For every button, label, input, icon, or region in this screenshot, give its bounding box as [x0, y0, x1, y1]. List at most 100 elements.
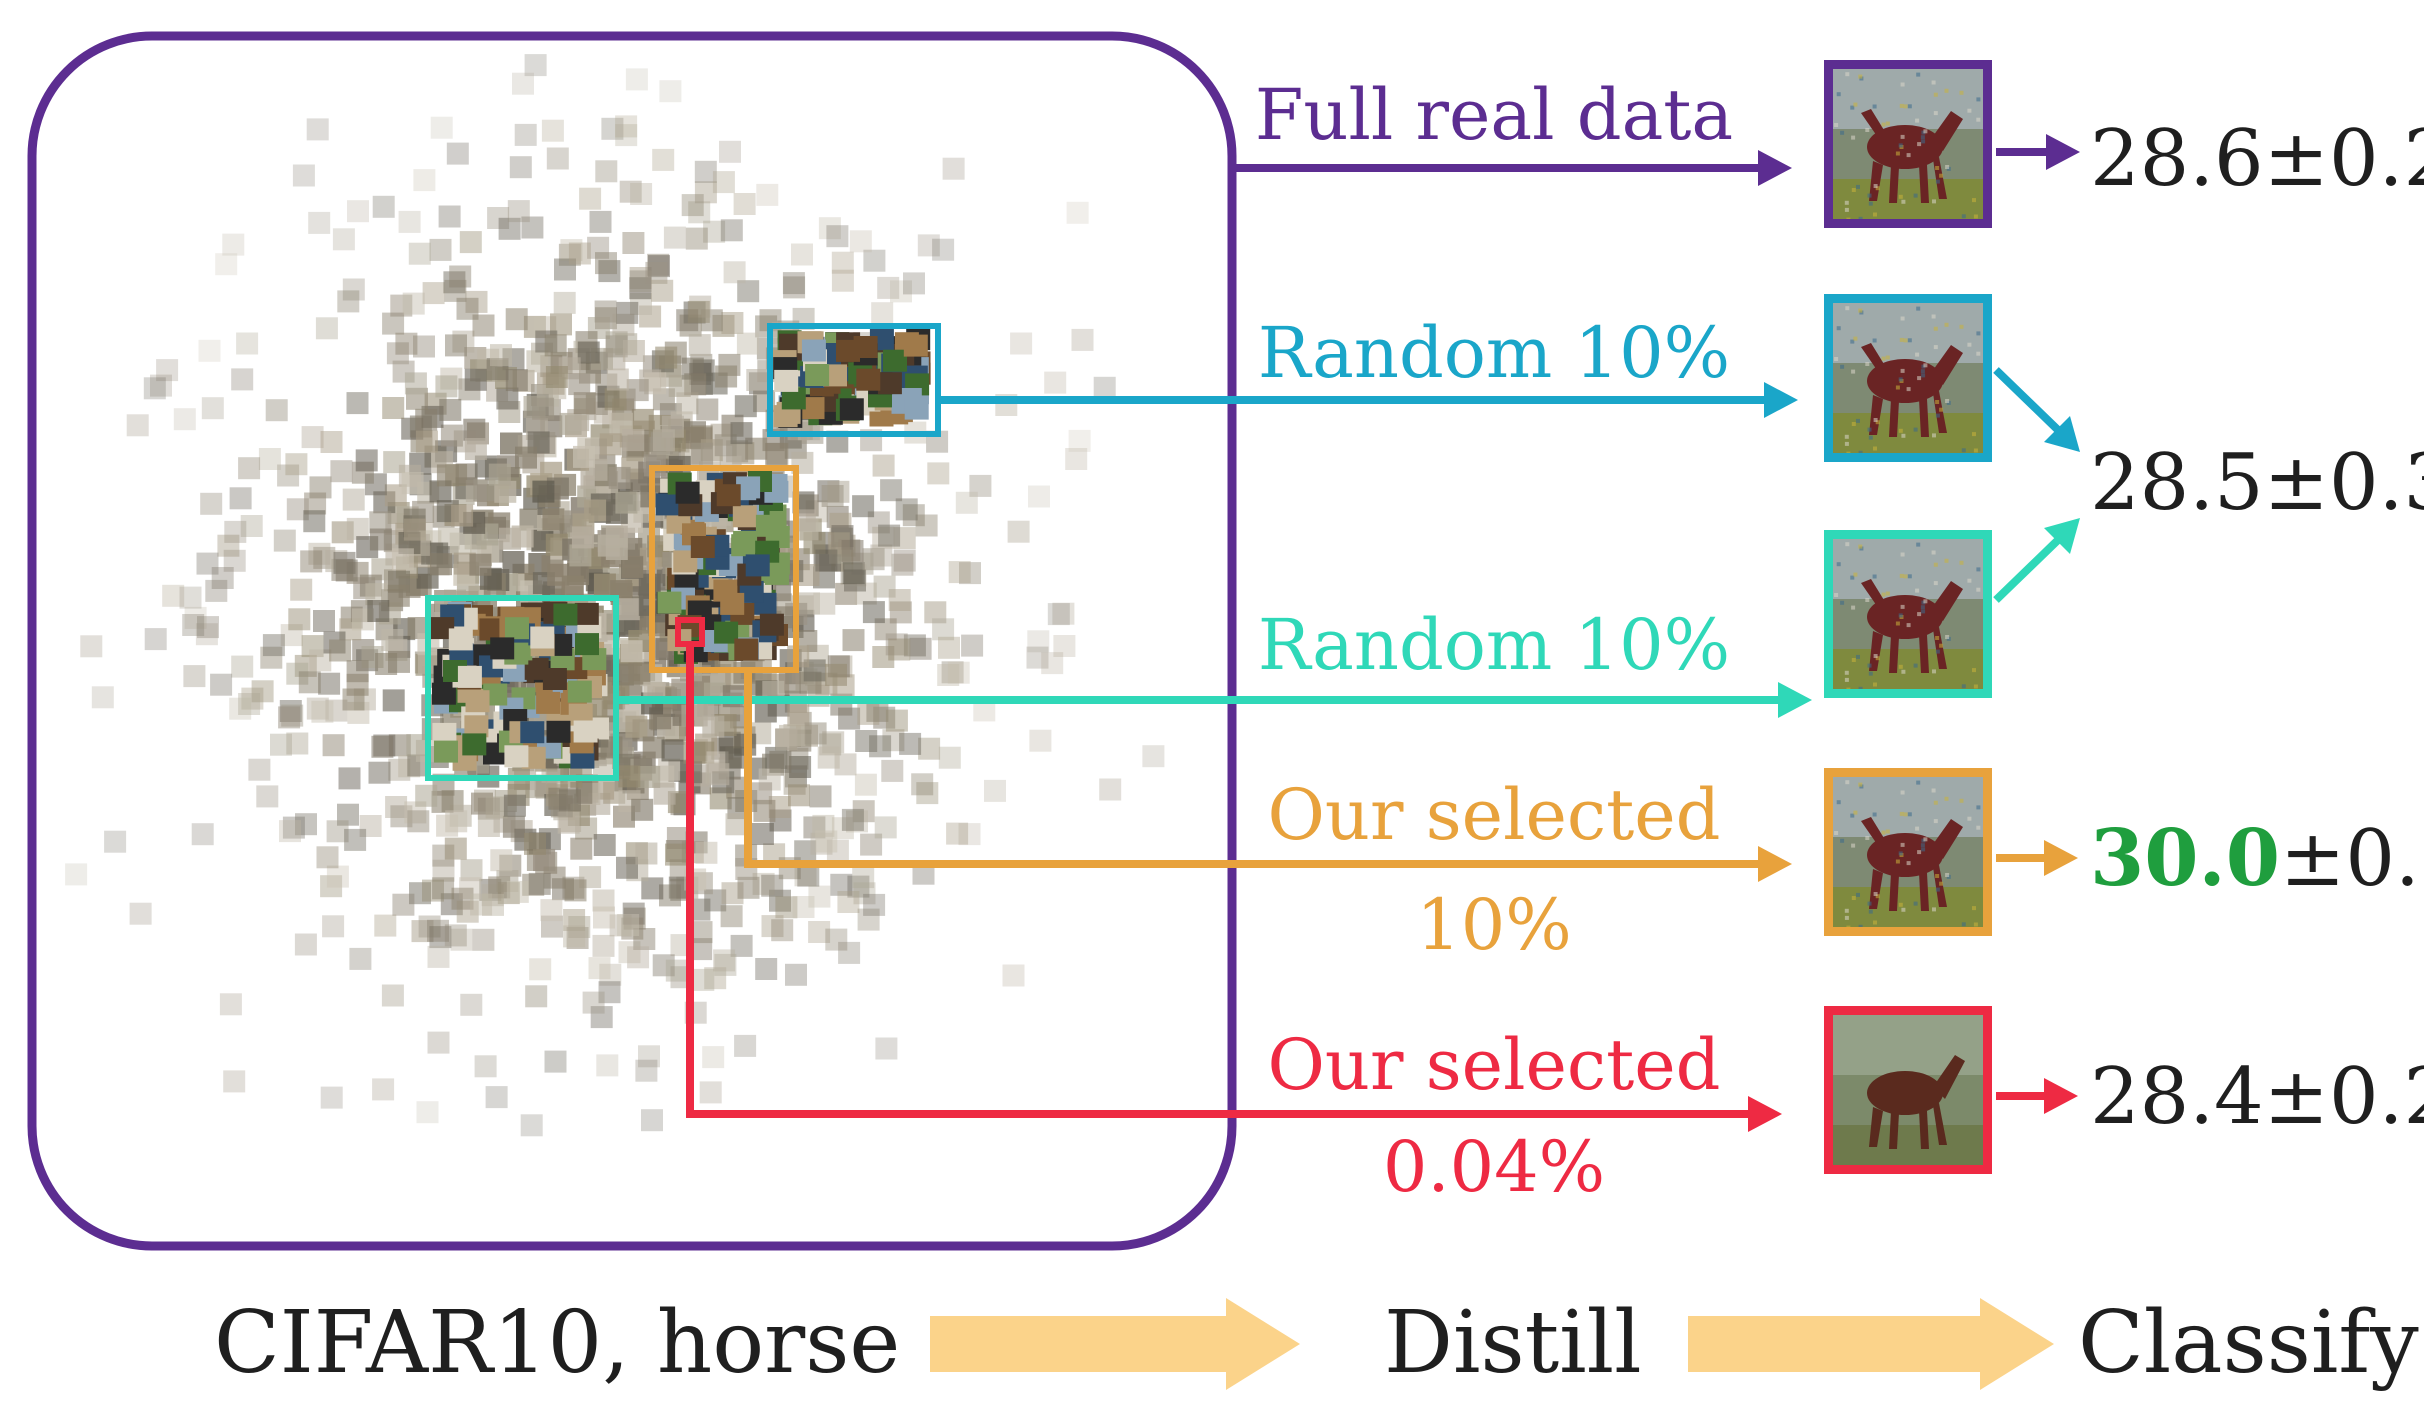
dataset-sample-thumbnail [681, 357, 704, 380]
dataset-sample-thumbnail [830, 873, 853, 896]
selected-sample-thumbnail [457, 665, 482, 688]
selected-small-connector [686, 644, 1750, 1118]
dataset-sample-thumbnail [455, 463, 478, 486]
dataset-sample-thumbnail [842, 629, 865, 652]
dataset-sample-thumbnail [346, 660, 369, 683]
dataset-sample-thumbnail [831, 251, 854, 274]
dataset-sample-thumbnail [236, 332, 259, 355]
selected-sample-thumbnail [536, 691, 561, 714]
dataset-sample-thumbnail [618, 765, 641, 788]
dataset-sample-thumbnail [241, 687, 264, 710]
dataset-sample-thumbnail [359, 815, 382, 837]
dataset-sample-thumbnail [559, 789, 581, 812]
dataset-sample-thumbnail [938, 636, 960, 659]
dataset-sample-thumbnail [390, 294, 413, 317]
dataset-sample-thumbnail [723, 261, 746, 284]
dataset-sample-thumbnail [973, 699, 996, 722]
dataset-sample-thumbnail [322, 734, 345, 757]
dataset-sample-thumbnail [337, 803, 359, 826]
dataset-sample-thumbnail [279, 700, 302, 722]
dataset-sample-thumbnail [695, 841, 718, 864]
dataset-sample-thumbnail [313, 610, 335, 632]
dataset-sample-thumbnail [482, 893, 504, 916]
dataset-sample-thumbnail [568, 242, 591, 265]
selected-sample-thumbnail [714, 621, 739, 644]
dataset-sample-thumbnail [874, 618, 897, 641]
dataset-sample-thumbnail [402, 292, 425, 315]
dataset-sample-thumbnail [335, 559, 358, 582]
dataset-sample-thumbnail [382, 397, 405, 419]
selected-sample-thumbnail [462, 733, 487, 756]
dataset-sample-thumbnail [826, 839, 849, 862]
dataset-sample-thumbnail [818, 217, 841, 240]
dataset-sample-thumbnail [788, 784, 810, 807]
selected-arrowhead [1758, 846, 1792, 882]
selected-sample-thumbnail [520, 721, 545, 744]
dataset-sample-thumbnail [604, 388, 627, 411]
dataset-sample-thumbnail [1047, 603, 1070, 626]
dataset-sample-thumbnail [601, 117, 624, 140]
dataset-sample-thumbnail [652, 148, 675, 171]
dataset-sample-thumbnail [797, 864, 820, 887]
dataset-sample-thumbnail [704, 889, 727, 912]
dataset-sample-thumbnail [65, 863, 88, 886]
dataset-sample-thumbnail [488, 876, 511, 899]
dataset-sample-thumbnail [443, 271, 466, 294]
selected-sample-thumbnail [465, 690, 490, 713]
dataset-sample-thumbnail [80, 635, 103, 658]
dataset-sample-thumbnail [1052, 602, 1075, 625]
horse-image-icon [1833, 69, 1983, 219]
dataset-sample-thumbnail [633, 928, 656, 950]
dataset-sample-thumbnail [804, 722, 827, 745]
dataset-sample-thumbnail [852, 866, 875, 889]
selected-sample-thumbnail [448, 628, 473, 651]
dataset-sample-thumbnail [318, 672, 341, 695]
dataset-sample-thumbnail [368, 761, 391, 784]
dataset-sample-thumbnail [436, 464, 459, 487]
dataset-sample-thumbnail [882, 729, 905, 752]
branch-label-selected-line1: Our selected [1267, 774, 1721, 856]
dataset-sample-thumbnail [1010, 332, 1033, 355]
dataset-sample-thumbnail [715, 365, 738, 388]
dataset-sample-thumbnail [769, 889, 791, 912]
dataset-sample-thumbnail [439, 398, 462, 421]
dataset-sample-thumbnail [855, 730, 878, 752]
dataset-sample-thumbnail [688, 201, 711, 224]
selected-sample-thumbnail [505, 617, 529, 640]
dataset-sample-thumbnail [596, 1054, 619, 1077]
dataset-sample-thumbnail [932, 618, 955, 641]
dataset-sample-thumbnail [460, 859, 483, 882]
dataset-sample-thumbnail [449, 532, 472, 555]
dataset-sample-thumbnail [736, 332, 759, 355]
dataset-sample-thumbnail [432, 877, 455, 900]
dataset-sample-thumbnail [401, 472, 424, 495]
selected-sample-thumbnail [745, 554, 770, 577]
dataset-sample-thumbnail [430, 553, 452, 576]
dataset-sample-thumbnail [490, 849, 513, 872]
dataset-sample-thumbnail [444, 837, 467, 860]
dataset-sample-thumbnail [309, 476, 332, 499]
dataset-sample-thumbnail [912, 862, 935, 885]
selected-sample-thumbnail [732, 505, 757, 528]
dataset-sample-thumbnail [852, 495, 875, 518]
dataset-sample-thumbnail [382, 312, 405, 335]
dataset-sample-thumbnail [947, 661, 970, 684]
dataset-sample-thumbnail [821, 485, 844, 507]
result-selected-small: 28.4±0.2 [2090, 1052, 2424, 1142]
dataset-sample-thumbnail [374, 914, 397, 937]
dataset-sample-thumbnail [617, 598, 640, 621]
dataset-sample-thumbnail [599, 963, 622, 986]
dataset-sample-thumbnail [429, 238, 452, 261]
dataset-sample-thumbnail [507, 200, 530, 223]
dataset-sample-thumbnail [415, 408, 438, 431]
dataset-sample-thumbnail [290, 578, 313, 601]
dataset-sample-thumbnail [1002, 964, 1025, 987]
dataset-sample-thumbnail [474, 1055, 497, 1078]
random-subset-a-box [767, 323, 941, 437]
dataset-sample-thumbnail [238, 457, 261, 480]
dataset-sample-thumbnail [712, 171, 735, 194]
dataset-sample-thumbnail [445, 334, 467, 357]
dataset-sample-thumbnail [464, 368, 487, 391]
dataset-sample-thumbnail [691, 442, 714, 465]
dataset-sample-thumbnail [813, 592, 836, 615]
